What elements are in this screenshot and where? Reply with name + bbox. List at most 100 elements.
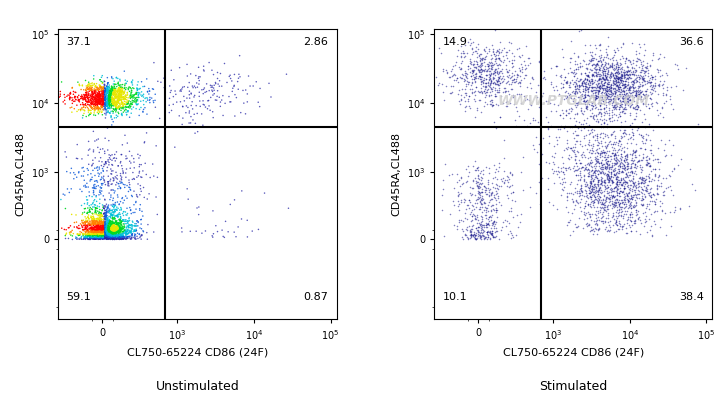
- Point: [512, 80, 523, 87]
- Point: [630, 91, 642, 98]
- Point: [575, 126, 587, 133]
- Point: [92, 225, 104, 231]
- Point: [84, 107, 96, 114]
- Point: [454, 182, 466, 189]
- Point: [606, 192, 617, 199]
- Point: [480, 164, 491, 171]
- Point: [96, 233, 108, 239]
- Point: [611, 215, 623, 222]
- Point: [488, 175, 499, 182]
- Point: [481, 76, 492, 83]
- Point: [587, 94, 599, 101]
- Point: [89, 218, 101, 225]
- Point: [89, 104, 101, 111]
- Point: [121, 210, 133, 217]
- Point: [103, 202, 114, 208]
- Point: [105, 156, 116, 162]
- Point: [618, 71, 630, 77]
- Point: [494, 114, 505, 121]
- Point: [615, 204, 627, 211]
- Point: [634, 145, 646, 151]
- Point: [611, 160, 623, 166]
- Point: [102, 226, 113, 232]
- Point: [100, 99, 112, 106]
- Point: [627, 132, 639, 139]
- Point: [581, 182, 593, 188]
- Point: [502, 176, 513, 183]
- Point: [565, 232, 577, 238]
- Point: [94, 196, 105, 202]
- Point: [649, 76, 661, 83]
- Point: [108, 235, 120, 242]
- Point: [80, 234, 92, 240]
- Point: [537, 151, 548, 157]
- Point: [115, 214, 126, 220]
- Point: [95, 229, 107, 235]
- Point: [114, 87, 126, 94]
- Point: [80, 236, 92, 243]
- Point: [123, 85, 134, 91]
- Point: [101, 89, 113, 96]
- Point: [111, 207, 123, 213]
- Point: [499, 99, 511, 106]
- Point: [616, 103, 627, 110]
- Point: [79, 226, 90, 233]
- Point: [101, 217, 113, 223]
- Point: [611, 151, 623, 158]
- Point: [103, 235, 115, 242]
- Point: [616, 164, 628, 171]
- Point: [582, 92, 594, 98]
- Point: [105, 234, 116, 240]
- Point: [97, 202, 108, 208]
- Point: [605, 88, 616, 94]
- Point: [113, 217, 125, 223]
- Point: [104, 234, 116, 240]
- Point: [601, 175, 613, 182]
- Point: [588, 199, 600, 206]
- Point: [102, 92, 113, 99]
- Point: [131, 97, 142, 104]
- Point: [100, 225, 112, 231]
- Point: [102, 205, 113, 211]
- Point: [585, 189, 597, 196]
- Point: [598, 153, 610, 160]
- Point: [597, 85, 608, 91]
- Point: [619, 203, 631, 210]
- Point: [570, 118, 582, 124]
- Point: [90, 233, 102, 240]
- Point: [106, 207, 118, 214]
- Point: [656, 200, 668, 207]
- Point: [455, 60, 467, 67]
- Point: [98, 229, 110, 235]
- Point: [134, 225, 146, 231]
- Point: [108, 233, 119, 240]
- Point: [111, 220, 123, 227]
- Point: [83, 217, 95, 223]
- Point: [640, 162, 652, 168]
- Point: [100, 222, 111, 229]
- Point: [93, 234, 105, 240]
- Point: [611, 184, 622, 190]
- Point: [607, 98, 619, 104]
- Point: [98, 161, 110, 167]
- Point: [435, 192, 447, 199]
- Point: [89, 236, 101, 242]
- Point: [126, 231, 138, 238]
- Point: [617, 85, 629, 92]
- Point: [588, 65, 600, 71]
- Point: [113, 183, 125, 189]
- Point: [71, 102, 83, 108]
- Point: [107, 221, 119, 227]
- Point: [109, 97, 121, 104]
- Point: [63, 224, 75, 231]
- Point: [613, 137, 624, 144]
- Point: [595, 79, 606, 86]
- Point: [103, 222, 114, 229]
- Point: [78, 236, 89, 243]
- Point: [103, 228, 115, 235]
- Point: [644, 198, 656, 204]
- Point: [622, 169, 634, 175]
- Point: [613, 65, 624, 72]
- Point: [592, 208, 603, 214]
- Point: [109, 220, 121, 227]
